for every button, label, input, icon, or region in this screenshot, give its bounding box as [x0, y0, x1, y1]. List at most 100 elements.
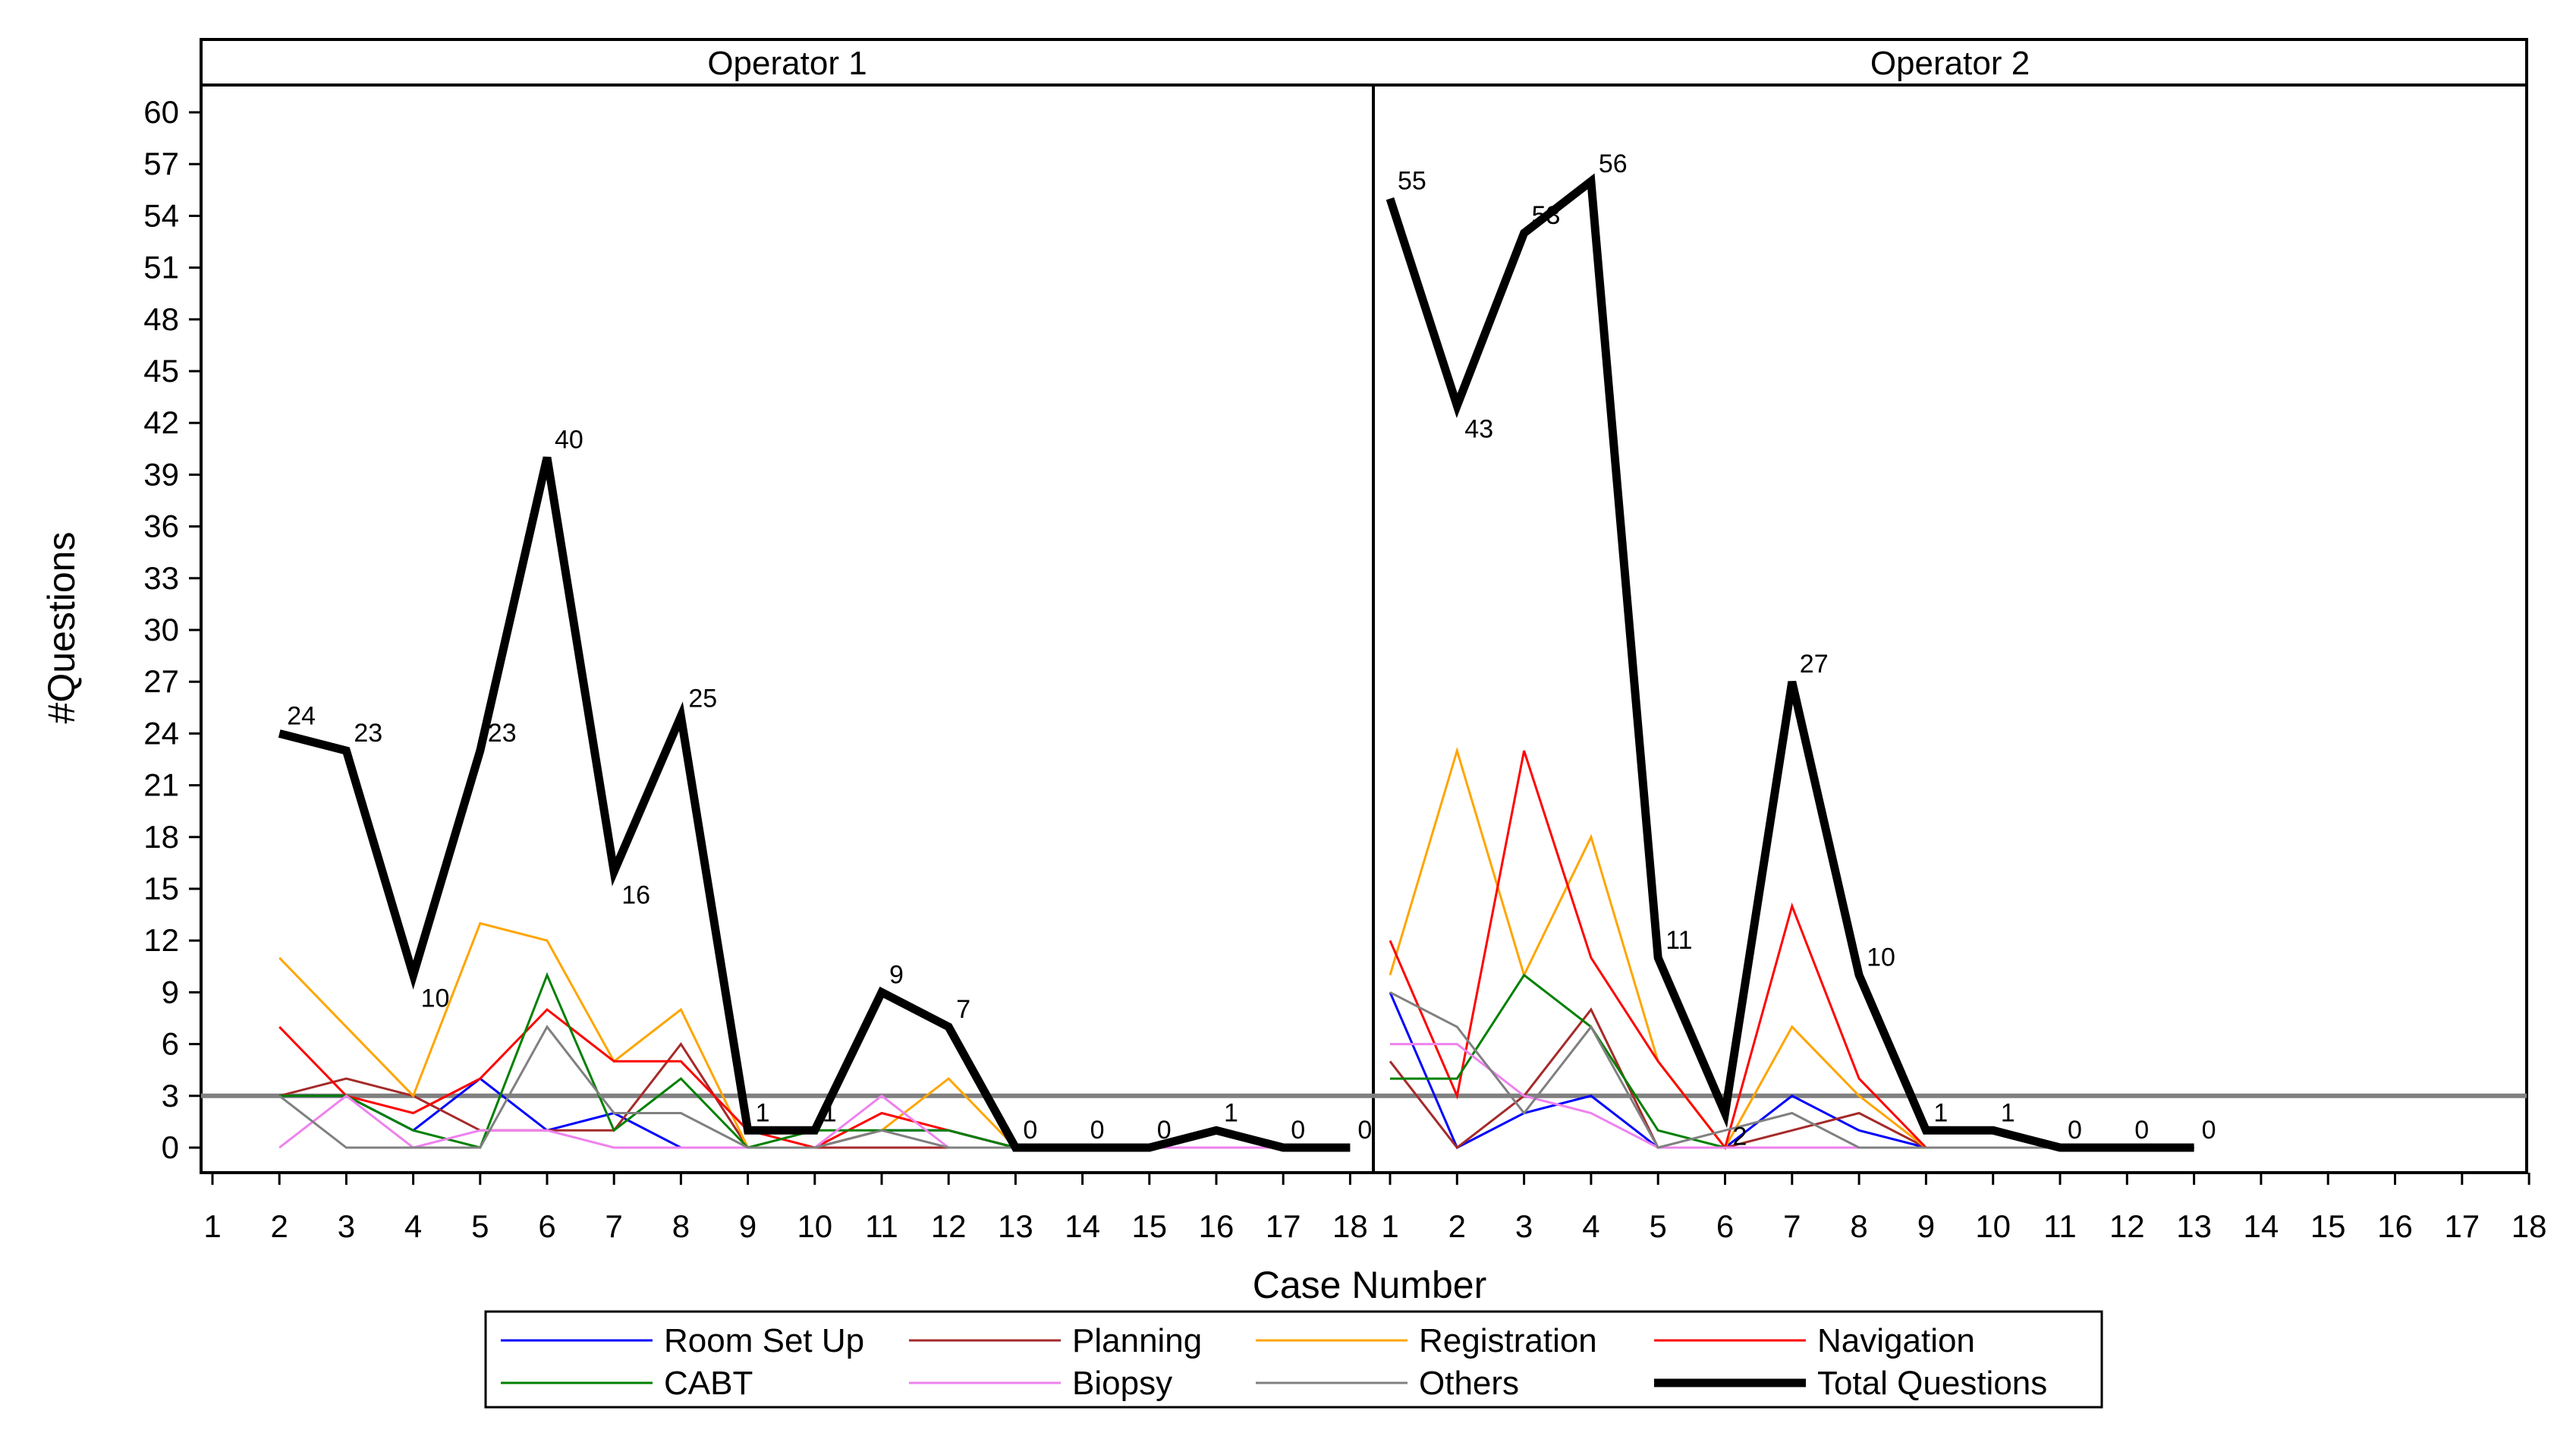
y-axis-title: #Questions — [40, 532, 83, 724]
data-label-total: 7 — [956, 995, 970, 1024]
y-tick-label: 57 — [143, 146, 179, 181]
data-label-total: 0 — [1291, 1116, 1305, 1145]
x-tick-label: 13 — [998, 1208, 1033, 1244]
data-label-total: 16 — [621, 880, 650, 909]
y-tick-label: 18 — [143, 819, 179, 855]
x-tick-label: 15 — [2310, 1208, 2346, 1244]
y-tick-label: 30 — [143, 612, 179, 647]
series-line-total-op2 — [1386, 173, 2194, 1152]
x-tick-label: 6 — [538, 1208, 555, 1244]
series-line-navigation-op2 — [1389, 750, 2194, 1151]
x-axis-title: Case Number — [1253, 1264, 1486, 1306]
legend-label-room: Room Set Up — [664, 1322, 864, 1359]
x-tick-label: 3 — [338, 1208, 355, 1244]
y-tick-label: 48 — [143, 301, 179, 337]
x-tick-label: 1 — [203, 1208, 221, 1244]
y-tick-label: 3 — [162, 1078, 179, 1113]
x-axis: 1 2 3 4 5 6 7 8 9 10 11 12 13 14 15 16 17 18 1 2 3 4 5 6 7 8 9 10 11… — [203, 1173, 2546, 1244]
x-tick-label: 4 — [1582, 1208, 1599, 1244]
data-label-total: 55 — [1398, 167, 1426, 196]
legend-label-total: Total Questions — [1817, 1365, 2047, 1402]
x-tick-label: 10 — [797, 1208, 832, 1244]
x-tick-label: 12 — [2109, 1208, 2145, 1244]
panel-title-2: Operator 2 — [1870, 45, 2030, 82]
data-label-total: 0 — [1357, 1116, 1372, 1145]
x-tick-label: 4 — [404, 1208, 422, 1244]
x-tick-label: 14 — [2244, 1208, 2279, 1244]
x-tick-label: 17 — [2444, 1208, 2480, 1244]
y-tick-label: 15 — [143, 871, 179, 906]
x-tick-label: 6 — [1716, 1208, 1734, 1244]
series-line-registration-op1 — [278, 921, 1351, 1149]
x-tick-label: 14 — [1065, 1208, 1100, 1244]
data-label-total: 0 — [2202, 1116, 2216, 1145]
x-tick-label: 11 — [2043, 1208, 2077, 1244]
data-label-total: 53 — [1532, 201, 1561, 230]
x-tick-label: 5 — [1650, 1208, 1667, 1244]
y-tick-label: 21 — [143, 767, 179, 803]
x-tick-label: 18 — [2512, 1208, 2547, 1244]
y-tick-label: 45 — [143, 353, 179, 389]
x-tick-label: 18 — [1332, 1208, 1368, 1244]
series-lines — [278, 173, 2194, 1152]
data-label-total: 0 — [2134, 1116, 2149, 1145]
y-tick-label: 39 — [143, 456, 179, 492]
data-label-total: 10 — [1867, 943, 1895, 972]
data-label-total: 0 — [1157, 1116, 1172, 1145]
y-tick-label: 27 — [143, 663, 179, 699]
x-tick-label: 8 — [1850, 1208, 1867, 1244]
panel-headers: Operator 1 Operator 2 — [200, 38, 2528, 87]
data-label-total: 9 — [889, 960, 904, 989]
legend-label-registration: Registration — [1419, 1322, 1597, 1359]
data-label-total: 23 — [488, 719, 517, 748]
x-tick-label: 8 — [672, 1208, 690, 1244]
data-label-total: 1 — [1933, 1098, 1948, 1127]
legend-label-cabt: CABT — [664, 1365, 753, 1402]
data-label-total: 25 — [688, 685, 717, 713]
x-tick-label: 3 — [1515, 1208, 1533, 1244]
x-tick-label: 5 — [471, 1208, 489, 1244]
data-label-total: 40 — [555, 426, 583, 455]
y-tick-label: 36 — [143, 509, 179, 544]
y-tick-label: 12 — [143, 922, 179, 958]
x-tick-label: 16 — [2377, 1208, 2413, 1244]
x-tick-label: 15 — [1131, 1208, 1167, 1244]
x-tick-label: 7 — [605, 1208, 623, 1244]
legend-label-navigation: Navigation — [1817, 1322, 1975, 1359]
x-tick-label: 17 — [1266, 1208, 1301, 1244]
data-label-total: 1 — [2001, 1098, 2015, 1127]
data-label-total: 43 — [1464, 414, 1493, 443]
y-tick-label: 51 — [143, 250, 179, 285]
y-tick-label: 9 — [162, 974, 179, 1009]
data-label-total: 10 — [421, 984, 450, 1013]
x-tick-label: 13 — [2176, 1208, 2212, 1244]
x-tick-label: 11 — [865, 1208, 898, 1244]
data-label-total: 56 — [1599, 150, 1628, 178]
x-tick-label: 2 — [1448, 1208, 1466, 1244]
x-tick-label: 10 — [1975, 1208, 2011, 1244]
legend-label-others: Others — [1419, 1365, 1519, 1402]
x-tick-label: 2 — [271, 1208, 288, 1244]
data-label-total: 2 — [1733, 1123, 1747, 1151]
x-tick-label: 16 — [1199, 1208, 1235, 1244]
legend: Room Set Up Planning Registration Navigatio… — [484, 1310, 2103, 1409]
x-tick-label: 7 — [1783, 1208, 1801, 1244]
series-line-total-op1 — [278, 456, 1351, 1152]
data-label-total: 11 — [1665, 926, 1692, 955]
y-tick-label: 33 — [143, 560, 179, 596]
panel-header-frame — [200, 38, 2528, 87]
legend-label-biopsy: Biopsy — [1072, 1365, 1172, 1402]
plot-frame-1 — [200, 83, 1375, 1174]
data-label-total: 0 — [1023, 1116, 1037, 1145]
legend-frame — [484, 1310, 2103, 1409]
y-tick-label: 6 — [162, 1026, 179, 1062]
y-tick-label: 24 — [143, 715, 179, 751]
y-tick-label: 0 — [162, 1129, 179, 1165]
series-line-registration-op2 — [1389, 746, 2194, 1150]
data-label-total: 24 — [287, 701, 316, 730]
data-label-total: 1 — [756, 1098, 770, 1127]
plot-frames — [200, 83, 2528, 1174]
